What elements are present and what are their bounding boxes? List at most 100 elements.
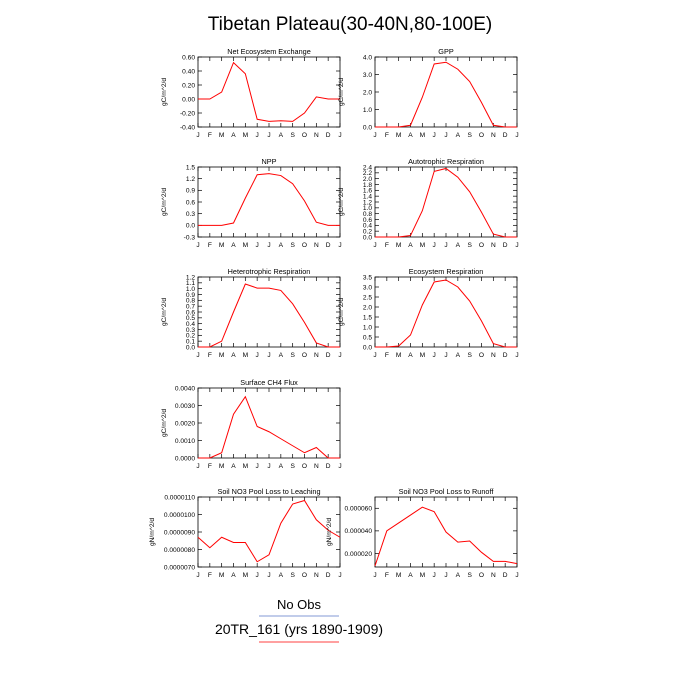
x-tick-label: D	[326, 132, 331, 139]
x-tick-label: A	[456, 242, 461, 249]
y-tick-label: 0.00	[182, 96, 195, 103]
x-tick-label: A	[231, 572, 236, 579]
y-tick-label: 2.2	[363, 170, 372, 177]
x-tick-label: A	[279, 242, 284, 249]
x-tick-label: J	[196, 132, 199, 139]
x-tick-label: A	[408, 132, 413, 139]
panels-group: Net Ecosystem Exchange gC/m^2/d 0.60 0.40 0.…	[149, 47, 519, 579]
y-tick-label: 0.4	[186, 321, 195, 328]
x-tick-label: J	[515, 242, 518, 249]
panel-title: Surface CH4 Flux	[240, 378, 298, 387]
x-tick-label: A	[279, 352, 284, 359]
x-tick-label: M	[396, 132, 402, 139]
y-tick-label: 0.0000110	[164, 494, 195, 501]
panel-frame	[374, 166, 518, 238]
panel-title: NPP	[261, 157, 276, 166]
y-tick-label: 0.3	[186, 211, 195, 218]
x-tick-label: F	[208, 352, 212, 359]
x-tick-label: J	[444, 572, 447, 579]
series-line	[198, 283, 340, 348]
x-tick-label: F	[208, 463, 212, 470]
y-tick-label: 3.0	[363, 284, 372, 291]
y-tick-label: 4.0	[363, 54, 372, 61]
y-tick-label: 1.2	[363, 199, 372, 206]
x-tick-label: M	[243, 132, 249, 139]
x-tick-label: J	[338, 242, 341, 249]
y-tick-label: 0.6	[363, 217, 372, 224]
x-tick-label: M	[243, 352, 249, 359]
x-tick-label: N	[314, 242, 319, 249]
y-tick-label: 0.6	[186, 309, 195, 316]
x-tick-label: J	[373, 242, 376, 249]
x-tick-label: J	[196, 242, 199, 249]
x-tick-label: J	[338, 463, 341, 470]
x-tick-label: O	[302, 242, 307, 249]
y-tick-label: 1.0	[363, 107, 372, 114]
y-tick-label: 1.5	[363, 314, 372, 321]
x-tick-label: A	[231, 242, 236, 249]
y-tick-label: 0.8	[363, 211, 372, 218]
y-axis-label: gC/m^2/d	[338, 78, 345, 106]
x-tick-label: J	[256, 463, 259, 470]
x-tick-label: J	[433, 242, 436, 249]
x-tick-label: N	[491, 242, 496, 249]
y-tick-label: 1.1	[186, 280, 195, 287]
y-tick-label: 1.5	[186, 164, 195, 171]
x-tick-label: D	[503, 132, 508, 139]
panel-4: Autotrophic Respiration gC/m^2/d 2.42.22.0…	[338, 157, 519, 249]
x-tick-label: J	[256, 572, 259, 579]
x-tick-label: D	[326, 463, 331, 470]
series-line	[197, 499, 341, 563]
y-tick-label: 2.5	[363, 294, 372, 301]
x-tick-label: S	[290, 132, 295, 139]
x-tick-label: A	[231, 352, 236, 359]
y-tick-label: 0.0030	[175, 403, 196, 410]
x-tick-label: S	[290, 242, 295, 249]
y-tick-label: 0.8	[186, 298, 195, 305]
y-axis-label: gC/m^2/d	[338, 298, 345, 326]
legend: No Obs 20TR_161 (yrs 1890-1909)	[215, 597, 383, 643]
y-tick-label: 3.5	[363, 274, 372, 281]
x-tick-label: J	[267, 572, 270, 579]
x-tick-label: N	[314, 352, 319, 359]
y-tick-label: 0.0000090	[164, 529, 196, 536]
page-title: Tibetan Plateau(30-40N,80-100E)	[208, 14, 492, 35]
x-tick-label: M	[243, 242, 249, 249]
y-tick-label: 1.2	[186, 274, 195, 281]
x-tick-label: D	[503, 242, 508, 249]
x-tick-label: J	[515, 132, 518, 139]
x-tick-label: S	[290, 352, 295, 359]
panel-frame	[197, 166, 341, 238]
x-tick-label: F	[208, 572, 212, 579]
x-tick-label: M	[396, 572, 402, 579]
panel-title: Soil NO3 Pool Loss to Runoff	[399, 487, 495, 496]
x-tick-label: D	[503, 352, 508, 359]
x-tick-label: D	[326, 572, 331, 579]
x-tick-label: O	[479, 572, 484, 579]
y-axis-label: gN/m^2/d	[326, 518, 333, 546]
y-tick-label: 0.0020	[175, 420, 196, 427]
x-tick-label: A	[456, 352, 461, 359]
x-tick-label: N	[491, 132, 496, 139]
panel-1: Net Ecosystem Exchange gC/m^2/d 0.60 0.40 0.…	[161, 47, 342, 139]
x-tick-label: J	[256, 352, 259, 359]
panel-title: Autotrophic Respiration	[408, 157, 484, 166]
y-tick-label: 0.60	[182, 54, 195, 61]
x-tick-label: S	[467, 572, 472, 579]
x-tick-label: J	[196, 352, 199, 359]
x-tick-label: J	[196, 572, 199, 579]
x-tick-label: J	[373, 352, 376, 359]
x-tick-label: S	[467, 132, 472, 139]
x-tick-label: N	[491, 572, 496, 579]
series-line	[198, 395, 340, 459]
y-tick-label: 2.0	[363, 176, 372, 183]
x-tick-label: J	[373, 132, 376, 139]
y-tick-label: -0.20	[180, 110, 195, 117]
panel-frame	[197, 496, 341, 568]
x-tick-label: S	[467, 242, 472, 249]
y-axis-label: gC/m^2/d	[161, 298, 168, 326]
y-tick-label: 0.2	[363, 228, 372, 235]
panel-7: Surface CH4 Flux gC/m^2/d 0.0040 0.0030 0.00…	[161, 378, 342, 470]
